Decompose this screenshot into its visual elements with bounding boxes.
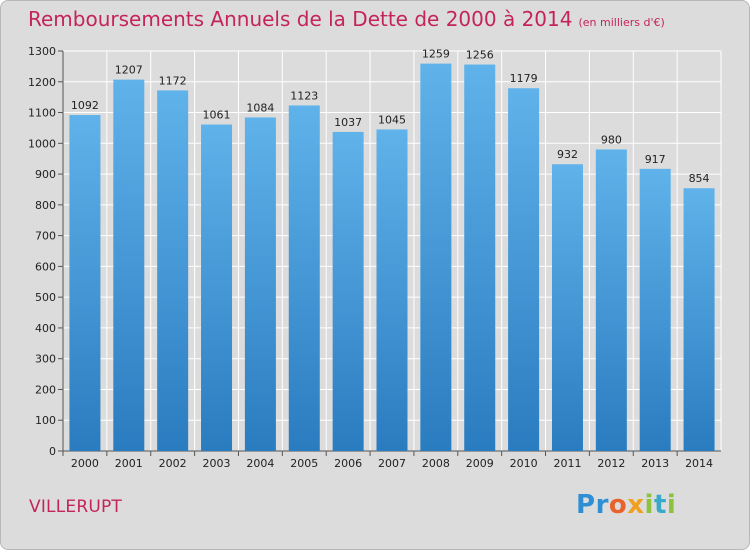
data-label: 932 — [557, 148, 578, 161]
y-tick-label: 400 — [35, 322, 56, 335]
logo-letter: x — [627, 490, 645, 520]
y-tick-label: 900 — [35, 168, 56, 181]
data-label: 1179 — [510, 72, 538, 85]
y-tick-label: 800 — [35, 199, 56, 212]
data-label: 1092 — [71, 99, 99, 112]
bar — [420, 63, 452, 451]
data-label: 1061 — [203, 109, 231, 122]
x-tick-label: 2005 — [290, 457, 318, 470]
logo-letter: o — [608, 490, 628, 520]
y-tick-label: 1100 — [28, 107, 56, 120]
bar — [551, 164, 583, 451]
data-label: 917 — [645, 153, 666, 166]
data-label: 1037 — [334, 116, 362, 129]
x-tick-label: 2013 — [641, 457, 669, 470]
x-tick-label: 2004 — [246, 457, 274, 470]
x-tick-label: 2010 — [510, 457, 538, 470]
logo-letter: P — [576, 490, 596, 520]
x-tick-label: 2008 — [422, 457, 450, 470]
bar — [157, 90, 189, 451]
logo-letter: i — [666, 490, 677, 520]
bar — [639, 168, 671, 451]
logo-letter: i — [644, 490, 654, 520]
y-tick-label: 1200 — [28, 76, 56, 89]
x-tick-label: 2006 — [334, 457, 362, 470]
data-label: 1084 — [246, 101, 274, 114]
bar — [508, 88, 540, 451]
bars — [69, 63, 715, 452]
data-label: 1207 — [115, 64, 143, 77]
y-tick-label: 1000 — [28, 137, 56, 150]
x-tick-label: 2014 — [685, 457, 713, 470]
bar — [376, 129, 408, 451]
bar — [683, 188, 715, 451]
y-tick-label: 600 — [35, 260, 56, 273]
proxiti-logo: Proxiti — [576, 490, 676, 520]
data-label: 854 — [689, 172, 710, 185]
x-tick-label: 2007 — [378, 457, 406, 470]
x-tick-label: 2001 — [115, 457, 143, 470]
chart-title: Remboursements Annuels de la Dette de 20… — [28, 7, 665, 31]
logo-letter: t — [653, 490, 667, 520]
y-tick-label: 0 — [49, 445, 56, 458]
x-tick-label: 2000 — [71, 457, 99, 470]
data-label: 1259 — [422, 48, 450, 61]
x-tick-label: 2009 — [466, 457, 494, 470]
y-tick-label: 1300 — [28, 45, 56, 58]
data-label: 1256 — [466, 49, 494, 62]
y-tick-label: 200 — [35, 383, 56, 396]
bar — [244, 117, 276, 451]
x-tick-label: 2002 — [159, 457, 187, 470]
bar — [595, 149, 627, 451]
x-tick-label: 2011 — [553, 457, 581, 470]
x-tick-label: 2003 — [203, 457, 231, 470]
data-label: 980 — [601, 133, 622, 146]
data-label: 1045 — [378, 113, 406, 126]
y-tick-label: 100 — [35, 414, 56, 427]
commune-name: VILLERUPT — [29, 497, 123, 517]
bar — [113, 79, 145, 451]
bar — [69, 115, 101, 451]
data-label: 1172 — [159, 74, 187, 87]
bar — [288, 105, 320, 451]
chart-unit: (en milliers d'€) — [578, 16, 665, 29]
y-tick-label: 700 — [35, 230, 56, 243]
bar — [332, 131, 364, 451]
bar — [464, 64, 496, 452]
labels: 1092 2000 1207 2001 1172 2002 1061 2003 1084 2004… — [71, 48, 713, 470]
y-tick-label: 500 — [35, 291, 56, 304]
chart-title-text: Remboursements Annuels de la Dette de 20… — [28, 7, 573, 31]
logo-letter: r — [595, 490, 609, 520]
x-tick-label: 2012 — [597, 457, 625, 470]
bar — [201, 124, 233, 452]
data-label: 1123 — [290, 89, 318, 102]
y-tick-label: 300 — [35, 353, 56, 366]
